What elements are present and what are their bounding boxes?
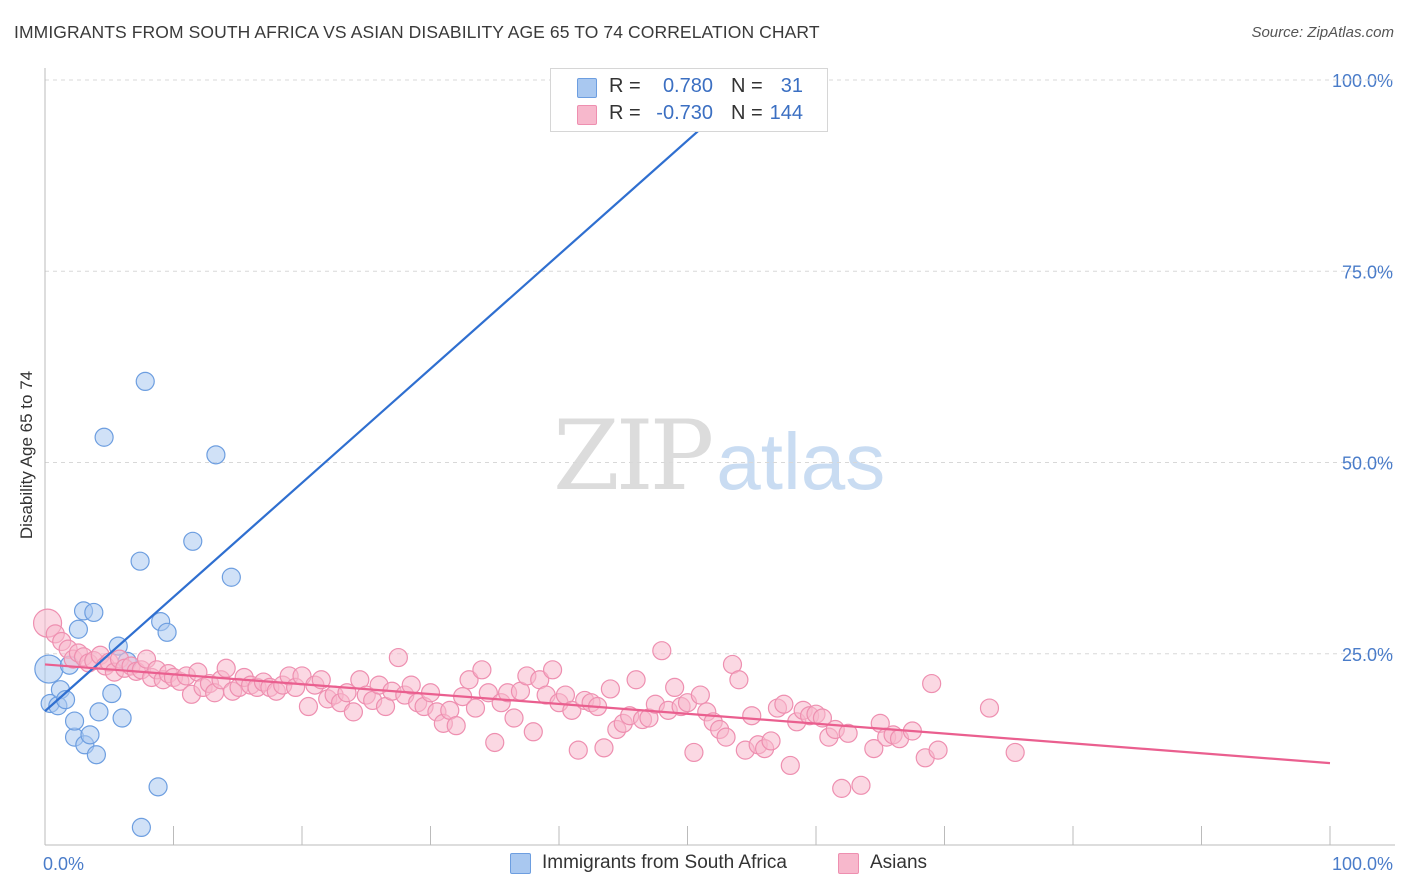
data-point-asian (922, 673, 942, 694)
data-point-south-africa (80, 725, 100, 745)
data-point-south-africa (130, 551, 150, 571)
y-tick-label: 75.0% (1342, 262, 1393, 282)
data-point-asian (446, 716, 466, 736)
data-point-south-africa (221, 567, 241, 587)
data-point-asian (459, 670, 479, 690)
data-point-asian (465, 698, 486, 718)
data-point-asian (729, 670, 749, 690)
data-point-south-africa (84, 602, 104, 623)
data-point-asian (761, 731, 781, 751)
data-point-asian (690, 685, 710, 705)
data-point-south-africa (64, 711, 85, 731)
data-point-south-africa (183, 531, 203, 551)
data-point-south-africa (148, 777, 168, 797)
legend-n-value: 31 (780, 75, 803, 97)
y-tick-label: 25.0% (1342, 645, 1393, 665)
legend-n-label: N = (731, 75, 763, 97)
data-point-south-africa (157, 622, 177, 642)
data-point-asian (298, 696, 319, 717)
legend-r-label: R = (609, 75, 641, 97)
legend-r-value: -0.730 (656, 102, 713, 124)
data-point-south-africa (112, 708, 132, 728)
data-point-asian (472, 660, 492, 680)
data-point-asian (742, 706, 762, 726)
data-point-asian (979, 698, 1000, 718)
data-point-asian (388, 647, 408, 668)
data-point-asian (542, 660, 563, 680)
data-point-south-africa (68, 619, 89, 639)
data-point-asian (401, 675, 421, 695)
legend-r-value: 0.780 (662, 75, 713, 97)
data-point-asian (665, 677, 685, 698)
data-point-asian (832, 778, 852, 798)
data-point-asian (343, 702, 363, 722)
legend-label-south-africa: Immigrants from South Africa (542, 852, 787, 873)
data-point-asian (838, 723, 858, 743)
x-tick-label: 0.0% (43, 854, 84, 874)
watermark-zip: ZIP (553, 400, 714, 512)
data-point-asian (485, 732, 505, 753)
legend-label-asians: Asians (870, 852, 928, 873)
data-point-asian (684, 742, 704, 763)
data-point-asian (568, 740, 588, 760)
data-point-south-africa (89, 702, 109, 722)
data-point-asian (774, 694, 794, 714)
source-attribution: Source: ZipAtlas.com (1251, 24, 1394, 41)
trend-line-south-africa (44, 79, 757, 712)
correlation-legend: R = 0.780 N = 31 R = -0.730 N = 144 (550, 68, 828, 132)
data-point-asian (652, 641, 672, 661)
legend-n-label: N = (731, 102, 763, 124)
legend-row-blue: R = 0.780 N = 31 (551, 74, 827, 100)
chart-title: IMMIGRANTS FROM SOUTH AFRICA VS ASIAN DI… (14, 22, 820, 42)
data-point-asian (780, 755, 800, 776)
watermark: ZIPatlas (553, 400, 885, 512)
y-tick-label: 100.0% (1332, 71, 1393, 91)
data-point-asian (626, 670, 646, 690)
legend-row-pink: R = -0.730 N = 144 (551, 101, 827, 127)
data-point-south-africa (94, 427, 114, 447)
data-point-asian (851, 775, 871, 795)
legend-swatch-blue (510, 853, 531, 874)
legend-n-value: 144 (769, 102, 803, 124)
y-tick-label: 50.0% (1342, 454, 1393, 474)
data-point-south-africa (131, 817, 151, 838)
data-point-asian (812, 708, 833, 728)
data-point-south-africa (102, 683, 122, 704)
data-point-asian (716, 727, 736, 747)
legend-swatch-pink (577, 105, 597, 125)
data-point-asian (216, 658, 236, 678)
data-point-asian (864, 739, 884, 759)
data-point-south-africa (86, 745, 107, 765)
series-legend: Immigrants from South Africa Asians (0, 852, 1406, 878)
data-point-asian (928, 740, 948, 760)
data-point-asian (594, 738, 614, 758)
legend-swatch-blue (577, 78, 597, 98)
data-point-south-africa (135, 371, 155, 392)
data-point-south-africa (206, 445, 226, 465)
data-point-asian (523, 722, 543, 742)
trend-line-asian (44, 663, 1331, 765)
data-point-asian (504, 708, 524, 728)
data-point-asian (1005, 742, 1025, 763)
watermark-atlas: atlas (716, 417, 886, 506)
data-point-asian (600, 679, 621, 699)
x-tick-label: 100.0% (1332, 854, 1393, 874)
data-point-south-africa (34, 654, 64, 684)
legend-r-label: R = (609, 102, 641, 124)
legend-swatch-pink (838, 853, 859, 874)
